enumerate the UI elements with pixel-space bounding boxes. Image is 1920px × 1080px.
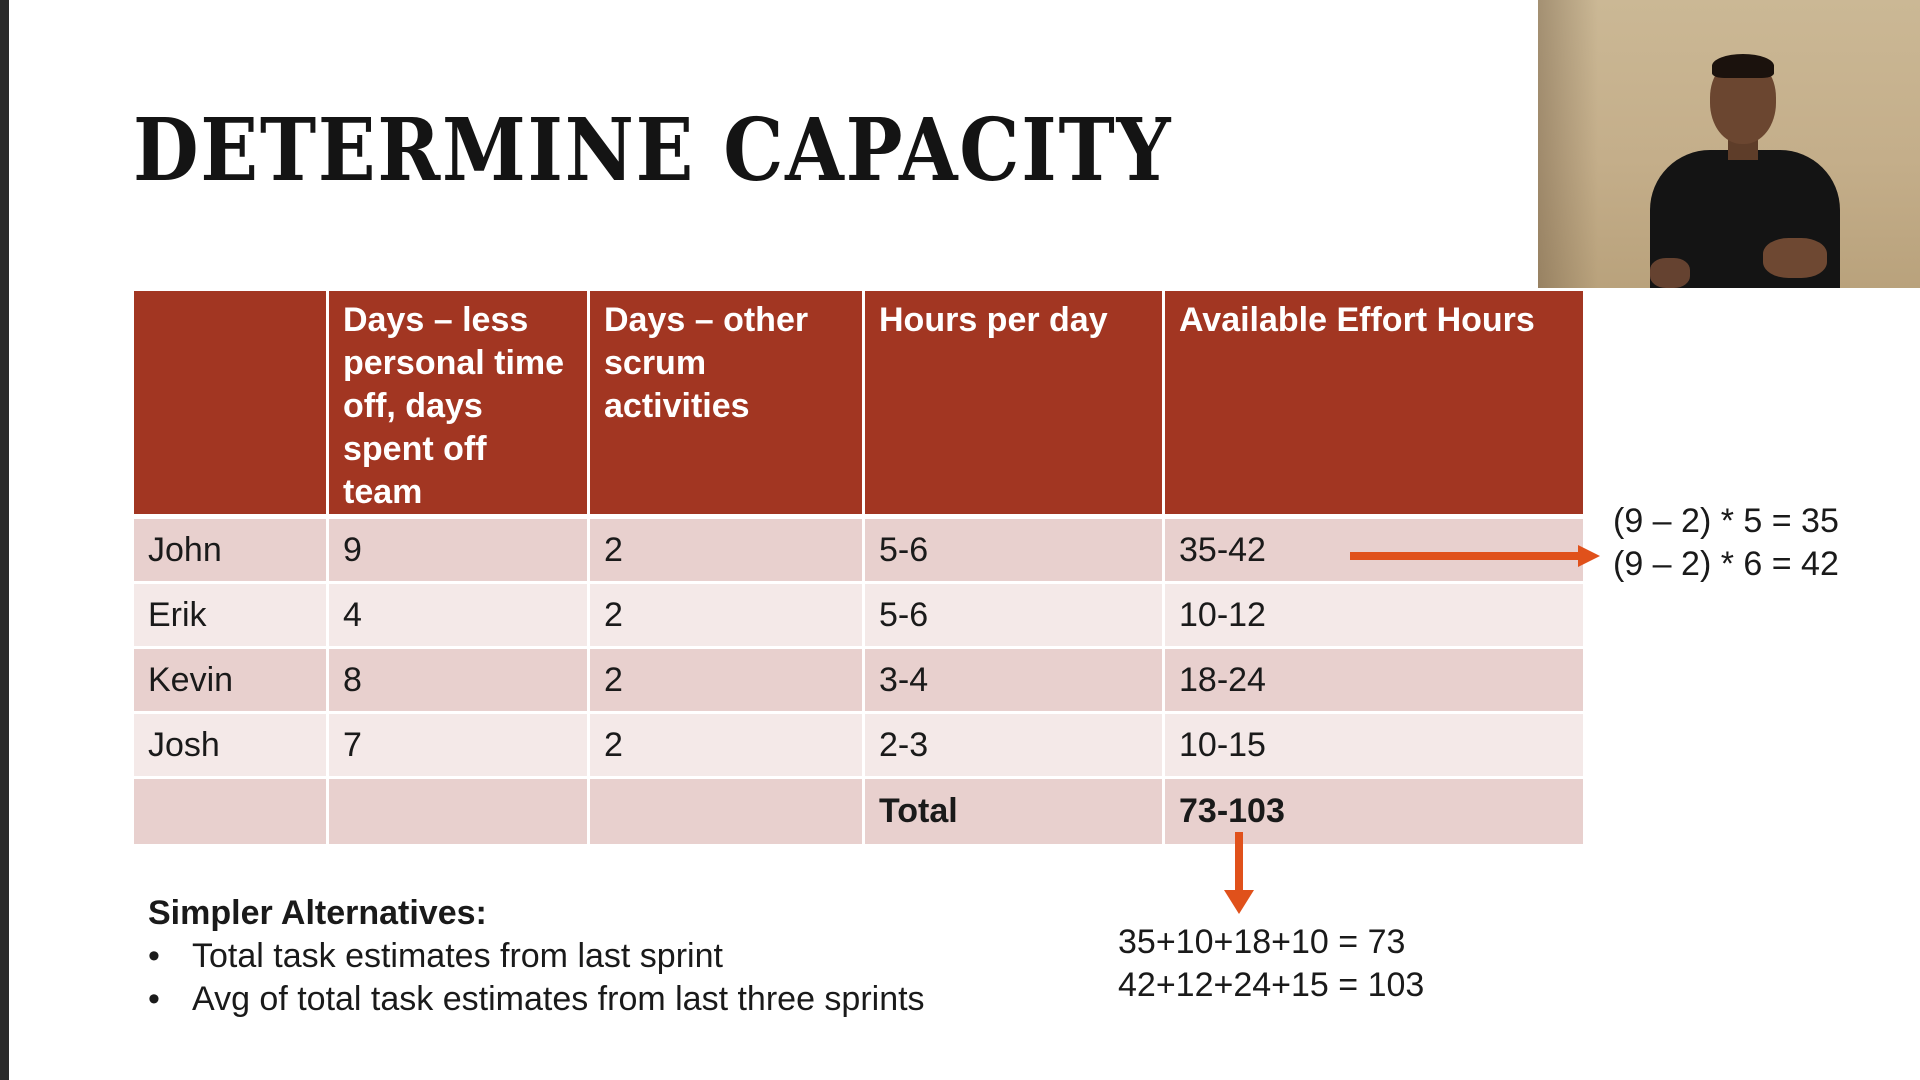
presenter-hair: [1712, 54, 1774, 78]
webcam-wall-shadow: [1538, 0, 1598, 288]
total-label: Total: [865, 779, 1165, 844]
table-row: John 9 2 5-6 35-42: [134, 519, 1583, 584]
header-name: [134, 291, 329, 519]
table-header-row: Days – less personal time off, days spen…: [134, 291, 1583, 519]
bullet-icon: •: [148, 937, 160, 975]
simpler-alternatives: Simpler Alternatives: • Total task estim…: [148, 892, 925, 1021]
cell-hours: 2-3: [865, 714, 1165, 779]
cell-days: 7: [329, 714, 590, 779]
header-hours-per-day: Hours per day: [865, 291, 1165, 519]
presenter-hand-left: [1650, 258, 1690, 288]
cell-effort: 18-24: [1165, 649, 1583, 714]
presenter-hand: [1763, 238, 1827, 278]
cell-scrum-days: 2: [590, 584, 865, 649]
header-days-available: Days – less personal time off, days spen…: [329, 291, 590, 519]
alternatives-list: • Total task estimates from last sprint …: [148, 935, 925, 1021]
cell-name: Erik: [134, 584, 329, 649]
cell-hours: 5-6: [865, 584, 1165, 649]
bullet-icon: •: [148, 980, 160, 1018]
total-cell-empty: [590, 779, 865, 844]
john-calc-line-2: (9 – 2) * 6 = 42: [1613, 545, 1839, 583]
total-value: 73-103: [1165, 779, 1583, 844]
alternatives-heading: Simpler Alternatives:: [148, 894, 487, 932]
cell-days: 4: [329, 584, 590, 649]
total-cell-empty: [329, 779, 590, 844]
cell-name: Josh: [134, 714, 329, 779]
table-total-row: Total 73-103: [134, 779, 1583, 844]
table-row: Kevin 8 2 3-4 18-24: [134, 649, 1583, 714]
header-available-effort: Available Effort Hours: [1165, 291, 1583, 519]
cell-name: Kevin: [134, 649, 329, 714]
cell-name: John: [134, 519, 329, 584]
presenter-webcam: [1538, 0, 1920, 288]
cell-effort: 10-12: [1165, 584, 1583, 649]
list-item: • Total task estimates from last sprint: [148, 935, 925, 978]
table-row: Erik 4 2 5-6 10-12: [134, 584, 1583, 649]
capacity-table: Days – less personal time off, days spen…: [134, 291, 1583, 844]
total-calc-line-2: 42+12+24+15 = 103: [1118, 966, 1425, 1004]
cell-effort: 35-42: [1165, 519, 1583, 584]
cell-days: 8: [329, 649, 590, 714]
table-row: Josh 7 2 2-3 10-15: [134, 714, 1583, 779]
john-calc-line-1: (9 – 2) * 5 = 35: [1613, 502, 1839, 540]
header-days-scrum: Days – other scrum activities: [590, 291, 865, 519]
cell-scrum-days: 2: [590, 649, 865, 714]
cell-effort: 10-15: [1165, 714, 1583, 779]
total-calc-line-1: 35+10+18+10 = 73: [1118, 923, 1406, 961]
left-edge-bar: [0, 0, 9, 1080]
cell-hours: 5-6: [865, 519, 1165, 584]
cell-scrum-days: 2: [590, 714, 865, 779]
list-item: • Avg of total task estimates from last …: [148, 978, 925, 1021]
arrow-down-icon: [1224, 832, 1254, 914]
slide-title: DETERMINE CAPACITY: [133, 100, 1173, 201]
cell-scrum-days: 2: [590, 519, 865, 584]
alternative-text: Total task estimates from last sprint: [192, 937, 723, 975]
alternative-text: Avg of total task estimates from last th…: [192, 980, 925, 1018]
total-cell-empty: [134, 779, 329, 844]
cell-hours: 3-4: [865, 649, 1165, 714]
cell-days: 9: [329, 519, 590, 584]
arrow-right-icon: [1350, 545, 1600, 567]
